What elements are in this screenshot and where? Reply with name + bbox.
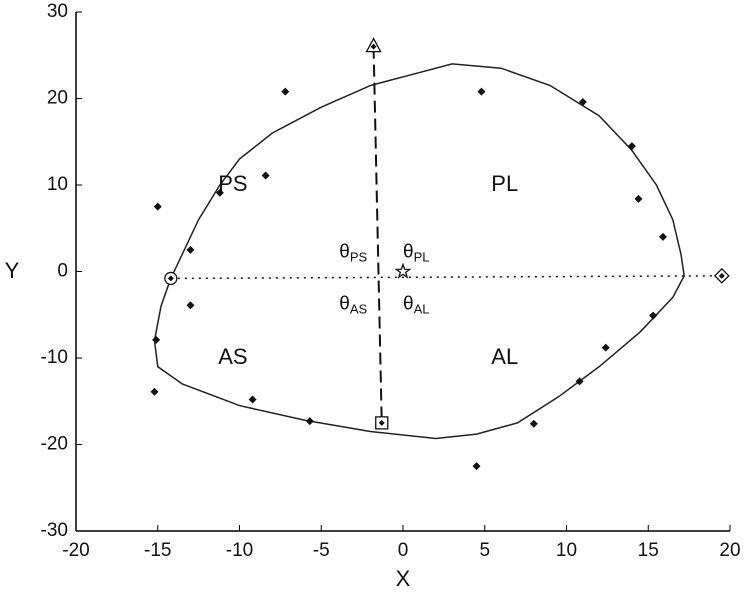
x-tick-label: -5 [313, 540, 330, 561]
data-point [281, 87, 290, 96]
angle-symbol: θ [403, 241, 414, 262]
data-point [186, 245, 195, 254]
angle-subscript: PS [350, 250, 368, 265]
x-tick-label: 10 [556, 540, 577, 561]
x-tick-label: 0 [398, 540, 409, 561]
data-point [634, 194, 643, 203]
data-point [627, 142, 636, 151]
x-tick-label: -10 [226, 540, 253, 561]
data-point [152, 335, 161, 344]
y-tick-label: 10 [47, 174, 68, 195]
x-tick-label: 5 [479, 540, 490, 561]
marker-dot [370, 43, 377, 50]
data-point [150, 387, 159, 396]
y-tick-label: -20 [41, 434, 68, 455]
data-point [215, 188, 224, 197]
x-tick-label: -20 [62, 540, 89, 561]
marker-dot [378, 419, 385, 426]
data-point [472, 462, 481, 471]
region-label: AS [218, 344, 247, 369]
y-tick-label: -10 [41, 347, 68, 368]
angle-symbol: θ [403, 293, 414, 314]
angle-label: θAS [339, 293, 367, 316]
y-tick-label: 30 [47, 1, 68, 22]
outline-curve [153, 63, 685, 440]
region-label: PL [491, 171, 518, 196]
data-point [261, 171, 270, 180]
y-tick-label: 20 [47, 88, 68, 109]
region-label: AL [491, 344, 518, 369]
x-tick-label: 20 [719, 540, 740, 561]
angle-subscript: AL [414, 302, 430, 317]
marker-star [394, 262, 412, 279]
data-point [305, 417, 314, 426]
dashed-line [372, 46, 383, 423]
data-point [248, 395, 257, 404]
y-axis-label: Y [5, 258, 20, 283]
data-point [186, 301, 195, 310]
data-point [578, 97, 587, 106]
angle-subscript: PL [414, 250, 430, 265]
angle-subscript: AS [350, 302, 368, 317]
angle-symbol: θ [339, 241, 350, 262]
data-point [575, 377, 584, 386]
angle-symbol: θ [339, 293, 350, 314]
data-point [658, 232, 667, 241]
data-point [601, 343, 610, 352]
data-point [477, 87, 486, 96]
region-label: PS [218, 171, 247, 196]
x-axis-label: X [396, 566, 411, 591]
data-point [153, 202, 162, 211]
marker-dot [718, 272, 725, 279]
angle-label: θPS [339, 241, 367, 264]
angle-label: θAL [403, 293, 429, 316]
dotted-line [170, 275, 722, 280]
data-point [649, 311, 658, 320]
y-tick-label: 0 [57, 261, 68, 282]
x-tick-label: 15 [638, 540, 659, 561]
x-tick-label: -15 [144, 540, 171, 561]
y-tick-label: -30 [41, 520, 68, 541]
data-point [529, 419, 538, 428]
marker-dot [167, 275, 174, 282]
angle-label: θPL [403, 241, 429, 264]
